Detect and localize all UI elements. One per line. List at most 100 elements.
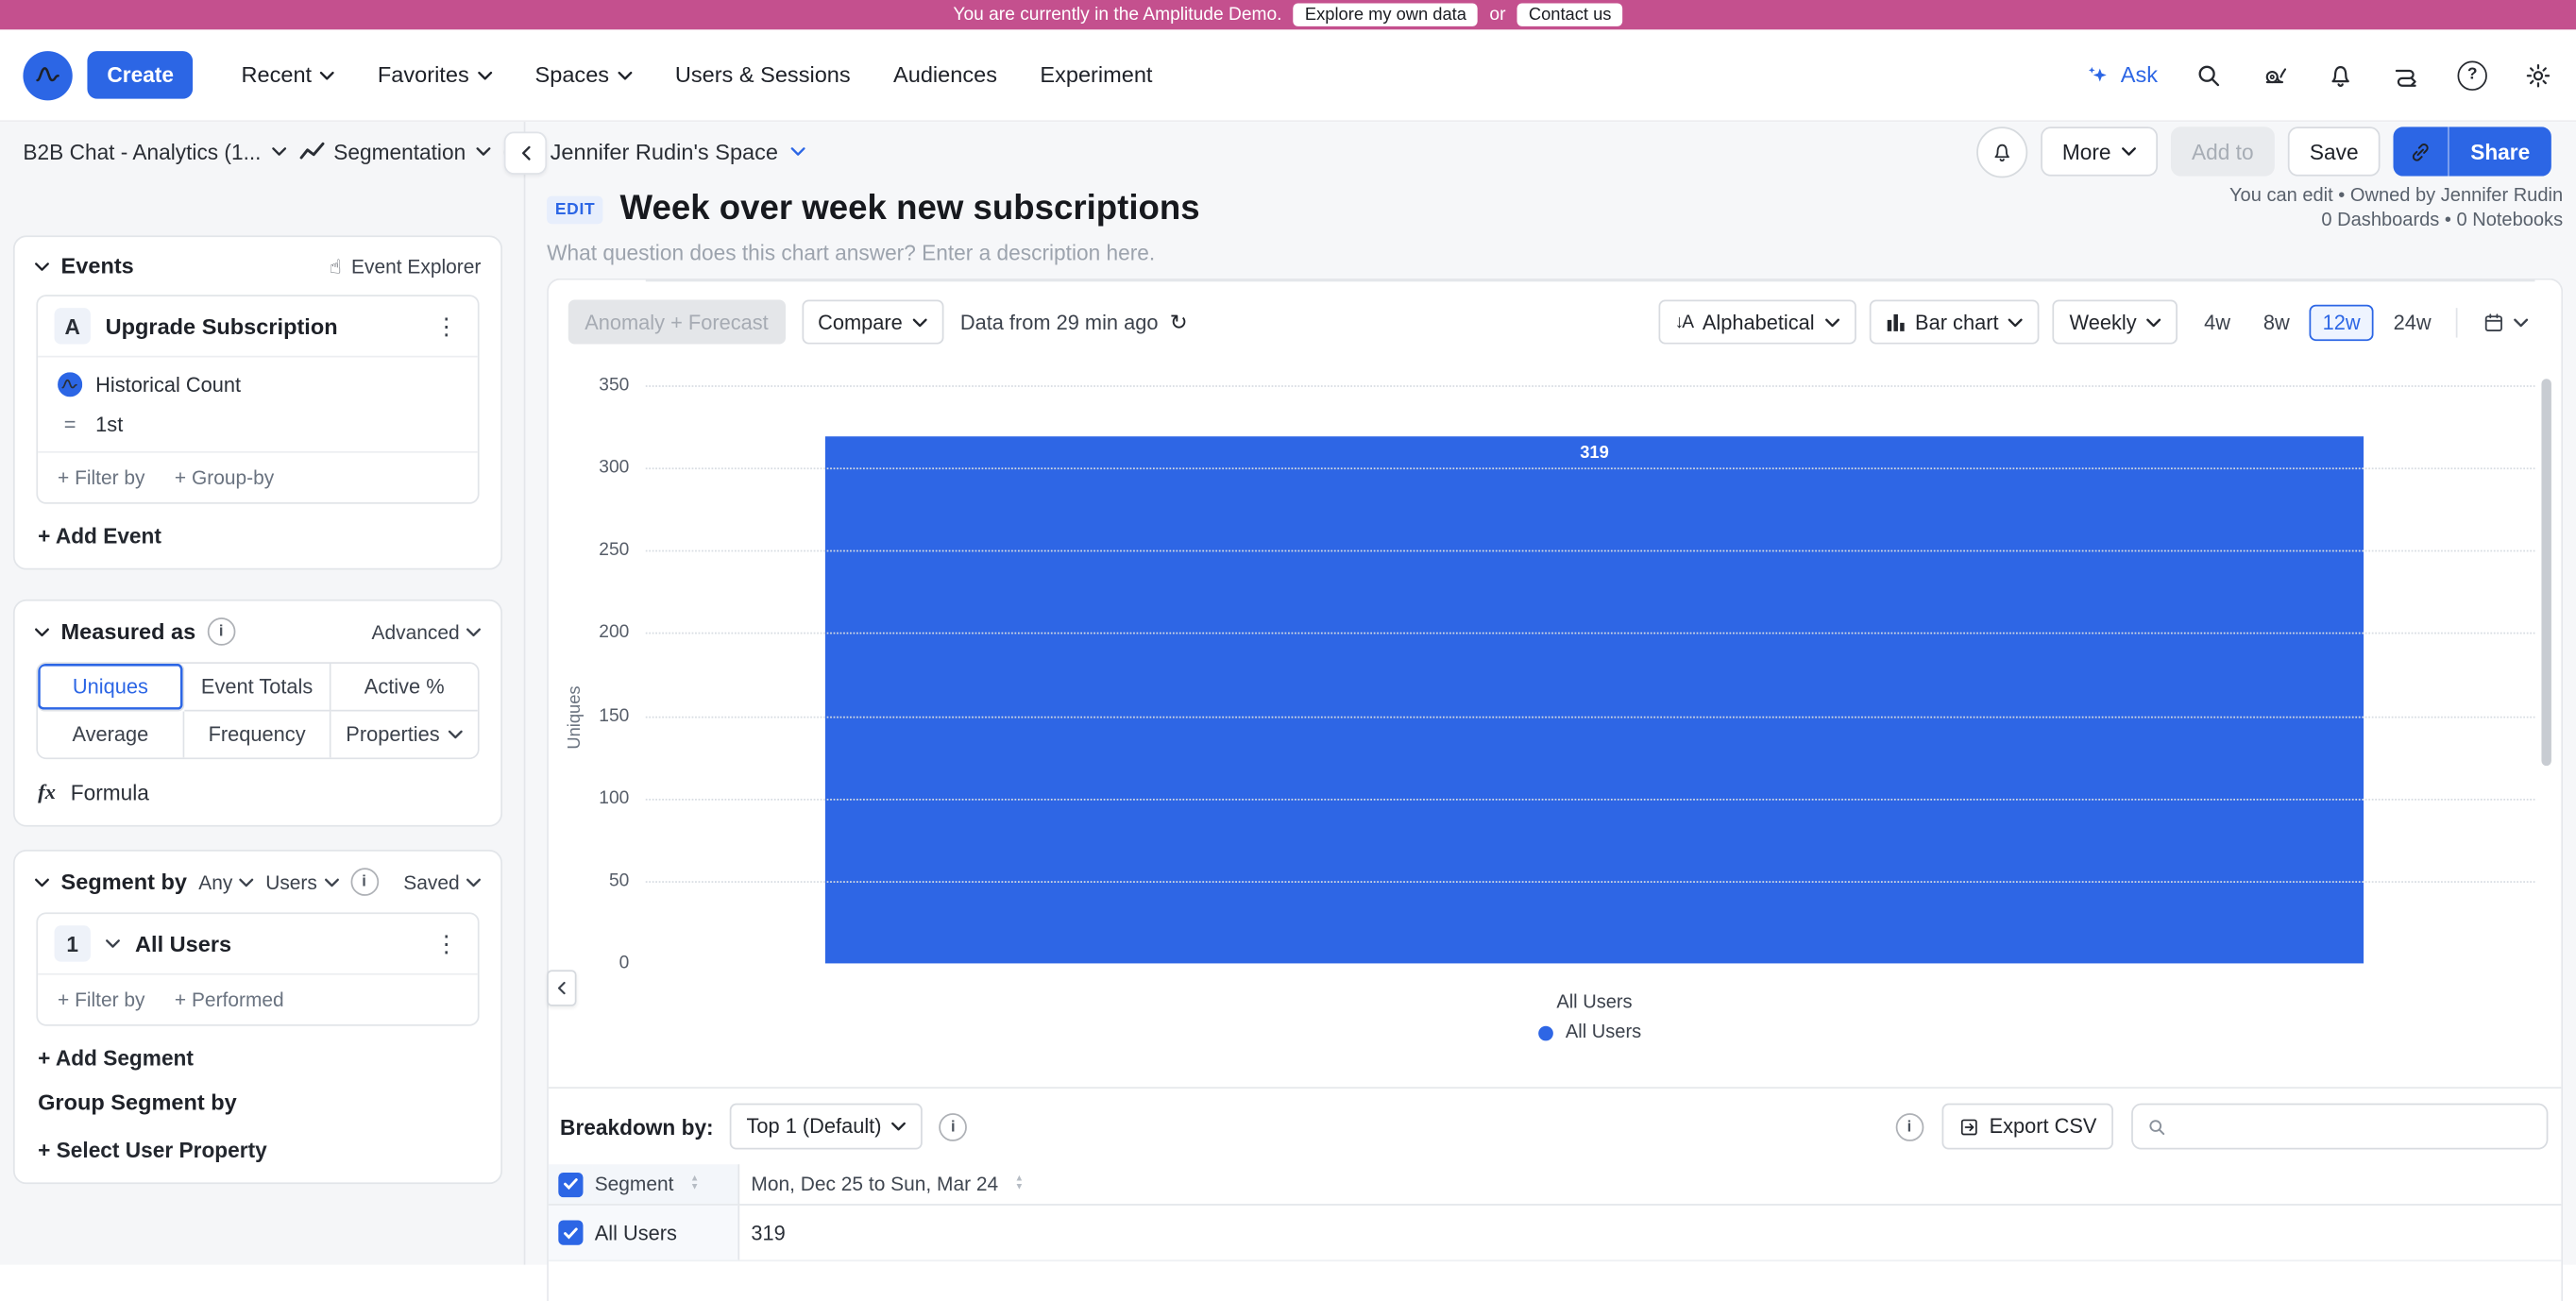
chevron-down-icon — [2121, 147, 2136, 156]
sort-az-icon: ↓A — [1674, 312, 1694, 332]
vertical-scrollbar[interactable] — [2541, 379, 2551, 767]
interval-dropdown[interactable]: Weekly — [2053, 299, 2178, 345]
measure-option-frequency[interactable]: Frequency — [184, 711, 331, 758]
chart-type-dropdown[interactable]: Segmentation — [298, 139, 491, 164]
info-icon[interactable]: i — [1895, 1112, 1924, 1140]
sort-icon[interactable]: ▲ ▼ — [689, 1174, 700, 1192]
bar-chart-icon — [1887, 313, 1905, 330]
share-button[interactable]: Share — [2449, 127, 2551, 177]
info-icon[interactable]: i — [939, 1112, 968, 1140]
add-segment-button[interactable]: + Add Segment — [38, 1045, 194, 1071]
nav-spaces[interactable]: Spaces — [535, 62, 633, 87]
copy-link-button[interactable] — [2393, 127, 2449, 177]
chart-notifications-button[interactable] — [1976, 126, 2028, 177]
add-event-button[interactable]: + Add Event — [38, 523, 161, 549]
more-button[interactable]: More — [2041, 127, 2158, 177]
event-name[interactable]: Upgrade Subscription — [105, 313, 338, 339]
collapse-panel-button[interactable] — [547, 970, 577, 1006]
event-more-menu-icon[interactable]: ⋮ — [434, 312, 458, 339]
collapse-section-icon[interactable] — [35, 627, 50, 636]
nav-recent[interactable]: Recent — [241, 62, 335, 87]
chart-picker-dropdown[interactable]: B2B Chat - Analytics (1... — [23, 139, 286, 164]
breakdown-search[interactable] — [2131, 1103, 2549, 1150]
measure-option-active-pct[interactable]: Active % — [330, 663, 478, 712]
measure-option-properties[interactable]: Properties — [330, 711, 478, 758]
segment-users-dropdown[interactable]: Users — [265, 870, 339, 893]
ask-ai-button[interactable]: Ask — [2086, 61, 2158, 88]
range-12w[interactable]: 12w — [2309, 303, 2374, 341]
info-icon[interactable]: i — [207, 617, 236, 646]
chevron-down-icon — [2008, 317, 2024, 327]
top-selector-dropdown[interactable]: Top 1 (Default) — [730, 1103, 924, 1150]
event-explorer-button[interactable]: ☝︎ Event Explorer — [329, 254, 482, 278]
segment-more-menu-icon[interactable]: ⋮ — [434, 929, 458, 956]
column-header-segment[interactable]: Segment — [594, 1172, 674, 1196]
permissions-text: You can edit • Owned by Jennifer Rudin — [2229, 186, 2564, 207]
measure-option-uniques[interactable]: Uniques — [38, 663, 185, 712]
amplitude-logo-icon[interactable] — [23, 50, 73, 100]
calendar-dropdown[interactable] — [2469, 304, 2542, 340]
refresh-icon[interactable]: ↻ — [1169, 309, 1188, 334]
sort-icon[interactable]: ▲ ▼ — [1014, 1174, 1025, 1192]
compare-dropdown[interactable]: Compare — [801, 299, 944, 345]
create-button[interactable]: Create — [87, 51, 194, 99]
nav-experiment[interactable]: Experiment — [1040, 62, 1153, 88]
measure-option-event-totals[interactable]: Event Totals — [184, 663, 331, 712]
measured-as-options: Uniques Event Totals Active % Average Fr… — [36, 662, 480, 760]
export-csv-button[interactable]: Export CSV — [1940, 1103, 2113, 1150]
space-breadcrumb[interactable]: Jennifer Rudin's Space — [551, 139, 806, 164]
settings-gear-icon[interactable] — [2523, 60, 2552, 90]
column-header-daterange[interactable]: Mon, Dec 25 to Sun, Mar 24 — [751, 1172, 999, 1196]
notifications-bell-icon[interactable] — [2326, 60, 2355, 90]
range-4w[interactable]: 4w — [2204, 310, 2231, 334]
event-operator[interactable]: = — [63, 413, 76, 437]
collapse-section-icon[interactable] — [35, 877, 50, 887]
explore-data-button[interactable]: Explore my own data — [1293, 3, 1479, 26]
range-24w[interactable]: 24w — [2393, 310, 2432, 334]
event-metric[interactable]: Historical Count — [95, 373, 242, 397]
saved-dropdown[interactable]: Saved — [403, 870, 481, 893]
select-user-property-button[interactable]: + Select User Property — [38, 1138, 267, 1163]
journeys-route-icon[interactable] — [2392, 60, 2421, 90]
nav-users-sessions[interactable]: Users & Sessions — [674, 62, 851, 88]
range-8w[interactable]: 8w — [2262, 310, 2290, 334]
amplitude-metric-icon — [58, 372, 83, 397]
chart-legend[interactable]: All Users — [646, 1022, 2535, 1042]
snail-demo-icon[interactable] — [2260, 60, 2289, 90]
contact-us-button[interactable]: Contact us — [1517, 3, 1623, 26]
breakdown-search-input[interactable] — [2177, 1113, 2534, 1140]
row-segment-name[interactable]: All Users — [594, 1221, 677, 1244]
calendar-icon — [2484, 313, 2502, 331]
page-title[interactable]: Week over week new subscriptions — [619, 189, 1200, 228]
description-placeholder[interactable]: What question does this chart answer? En… — [547, 240, 1156, 265]
event-filter-by-button[interactable]: + Filter by — [58, 465, 145, 490]
save-button[interactable]: Save — [2288, 127, 2381, 177]
nav-audiences[interactable]: Audiences — [893, 62, 998, 88]
measure-option-average[interactable]: Average — [38, 711, 185, 758]
collapse-sidebar-button[interactable] — [503, 131, 548, 175]
segment-any-dropdown[interactable]: Any — [198, 870, 254, 893]
sort-dropdown[interactable]: ↓A Alphabetical — [1658, 299, 1856, 345]
segment-filter-by-button[interactable]: + Filter by — [58, 988, 145, 1012]
chart-bar[interactable]: 319 — [824, 436, 2364, 964]
help-icon[interactable]: ? — [2457, 59, 2487, 91]
search-icon[interactable] — [2194, 60, 2223, 90]
advanced-dropdown[interactable]: Advanced — [372, 620, 482, 643]
event-group-by-button[interactable]: + Group-by — [174, 465, 275, 490]
segment-name[interactable]: All Users — [135, 931, 232, 956]
info-icon[interactable]: i — [349, 868, 379, 896]
row-checkbox[interactable] — [558, 1220, 584, 1245]
add-to-button[interactable]: Add to — [2170, 127, 2276, 177]
segment-performed-button[interactable]: + Performed — [174, 988, 284, 1012]
event-card: A Upgrade Subscription ⋮ Historical Coun… — [36, 295, 480, 504]
chevron-down-icon — [466, 627, 481, 636]
event-value[interactable]: 1st — [95, 413, 124, 437]
chevron-down-icon[interactable] — [106, 938, 121, 948]
segment-number-badge: 1 — [54, 925, 91, 962]
select-all-checkbox[interactable] — [558, 1172, 584, 1197]
collapse-section-icon[interactable] — [35, 261, 50, 271]
chart-type-dropdown[interactable]: Bar chart — [1869, 299, 2041, 345]
nav-favorites[interactable]: Favorites — [378, 62, 492, 87]
anomaly-forecast-button[interactable]: Anomaly + Forecast — [568, 299, 786, 345]
formula-button[interactable]: fx Formula — [38, 779, 149, 805]
